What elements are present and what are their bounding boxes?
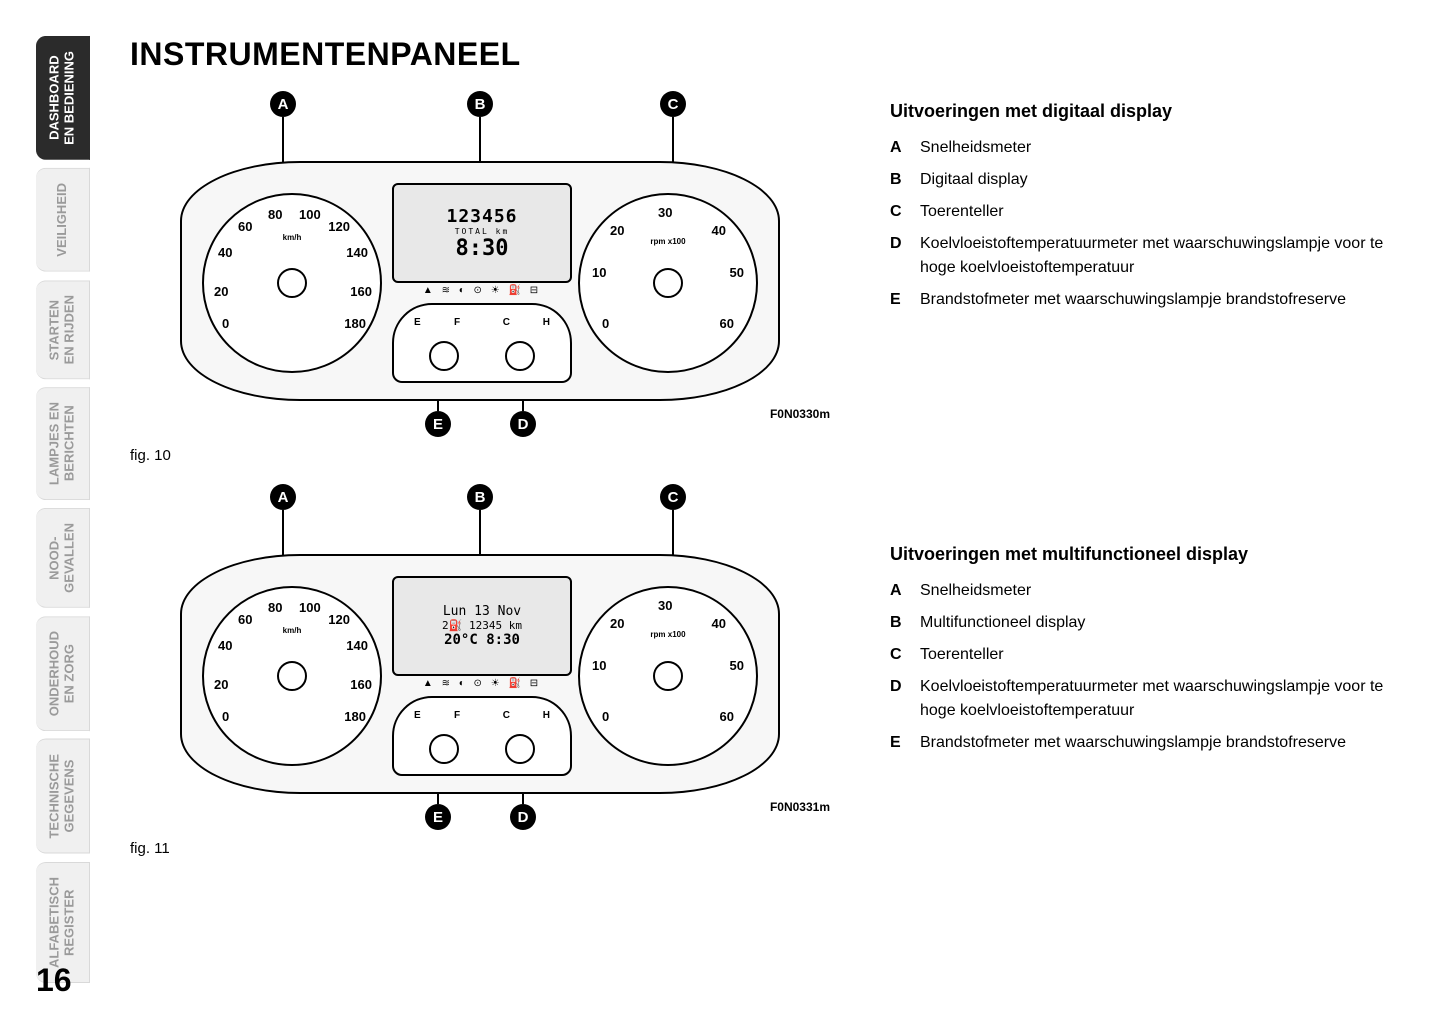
legend-list-1: ASnelheidsmeter BDigitaal display CToere… <box>890 136 1385 312</box>
image-code: F0N0331m <box>770 800 830 814</box>
figure-caption: fig. 10 <box>130 447 850 464</box>
instrument-cluster: km/h 0 20 40 60 80 100 120 140 160 180 <box>180 554 780 794</box>
callout-e: E <box>425 804 451 830</box>
figure-10-diagram: A B C E D km/h <box>130 91 830 441</box>
sidebar-tabs: DASHBOARD EN BEDIENING VEILIGHEID STARTE… <box>0 0 90 1019</box>
tab-noodgevallen[interactable]: NOOD- GEVALLEN <box>36 508 90 608</box>
legend-list-2: ASnelheidsmeter BMultifunctioneel displa… <box>890 579 1385 755</box>
tachometer-gauge: rpm x100 0 10 20 30 40 50 60 <box>578 586 758 766</box>
tab-starten[interactable]: STARTEN EN RIJDEN <box>36 280 90 379</box>
instrument-cluster: km/h 0 20 40 60 80 100 120 140 160 180 <box>180 161 780 401</box>
tab-veiligheid[interactable]: VEILIGHEID <box>36 168 90 272</box>
tab-technische[interactable]: TECHNISCHE GEGEVENS <box>36 739 90 854</box>
callout-e: E <box>425 411 451 437</box>
section-heading-2: Uitvoeringen met multifunctioneel displa… <box>890 544 1385 565</box>
callout-a: A <box>270 484 296 510</box>
page-title: INSTRUMENTENPANEEL <box>130 36 1385 73</box>
callout-d: D <box>510 804 536 830</box>
section-heading-1: Uitvoeringen met digitaal display <box>890 101 1385 122</box>
digital-display: 123456 TOTAL km 8:30 <box>392 183 572 283</box>
figure-11-diagram: A B C E D km/h 0 20 <box>130 484 830 834</box>
callout-d: D <box>510 411 536 437</box>
fuel-temp-gauges: E F C H <box>392 303 572 383</box>
page-number: 16 <box>36 962 72 999</box>
speedometer-gauge: km/h 0 20 40 60 80 100 120 140 160 180 <box>202 193 382 373</box>
speedometer-gauge: km/h 0 20 40 60 80 100 120 140 160 180 <box>202 586 382 766</box>
fuel-temp-gauges: E F C H <box>392 696 572 776</box>
warning-icons-row: ▲ ≋ ◐ ⊙ ☀ ⛽ ⊟ <box>392 678 572 689</box>
callout-b: B <box>467 484 493 510</box>
warning-icons-row: ▲ ≋ ◐ ⊙ ☀ ⛽ ⊟ <box>392 285 572 296</box>
tachometer-gauge: rpm x100 0 10 20 30 40 50 60 <box>578 193 758 373</box>
callout-b: B <box>467 91 493 117</box>
multifunction-display: Lun 13 Nov 2⛽ 12345 km 20°C 8:30 <box>392 576 572 676</box>
callout-c: C <box>660 91 686 117</box>
callout-c: C <box>660 484 686 510</box>
image-code: F0N0330m <box>770 407 830 421</box>
callout-a: A <box>270 91 296 117</box>
figure-caption: fig. 11 <box>130 840 850 857</box>
tab-dashboard[interactable]: DASHBOARD EN BEDIENING <box>36 36 90 160</box>
tab-lampjes[interactable]: LAMPJES EN BERICHTEN <box>36 387 90 500</box>
tab-onderhoud[interactable]: ONDERHOUD EN ZORG <box>36 616 90 731</box>
